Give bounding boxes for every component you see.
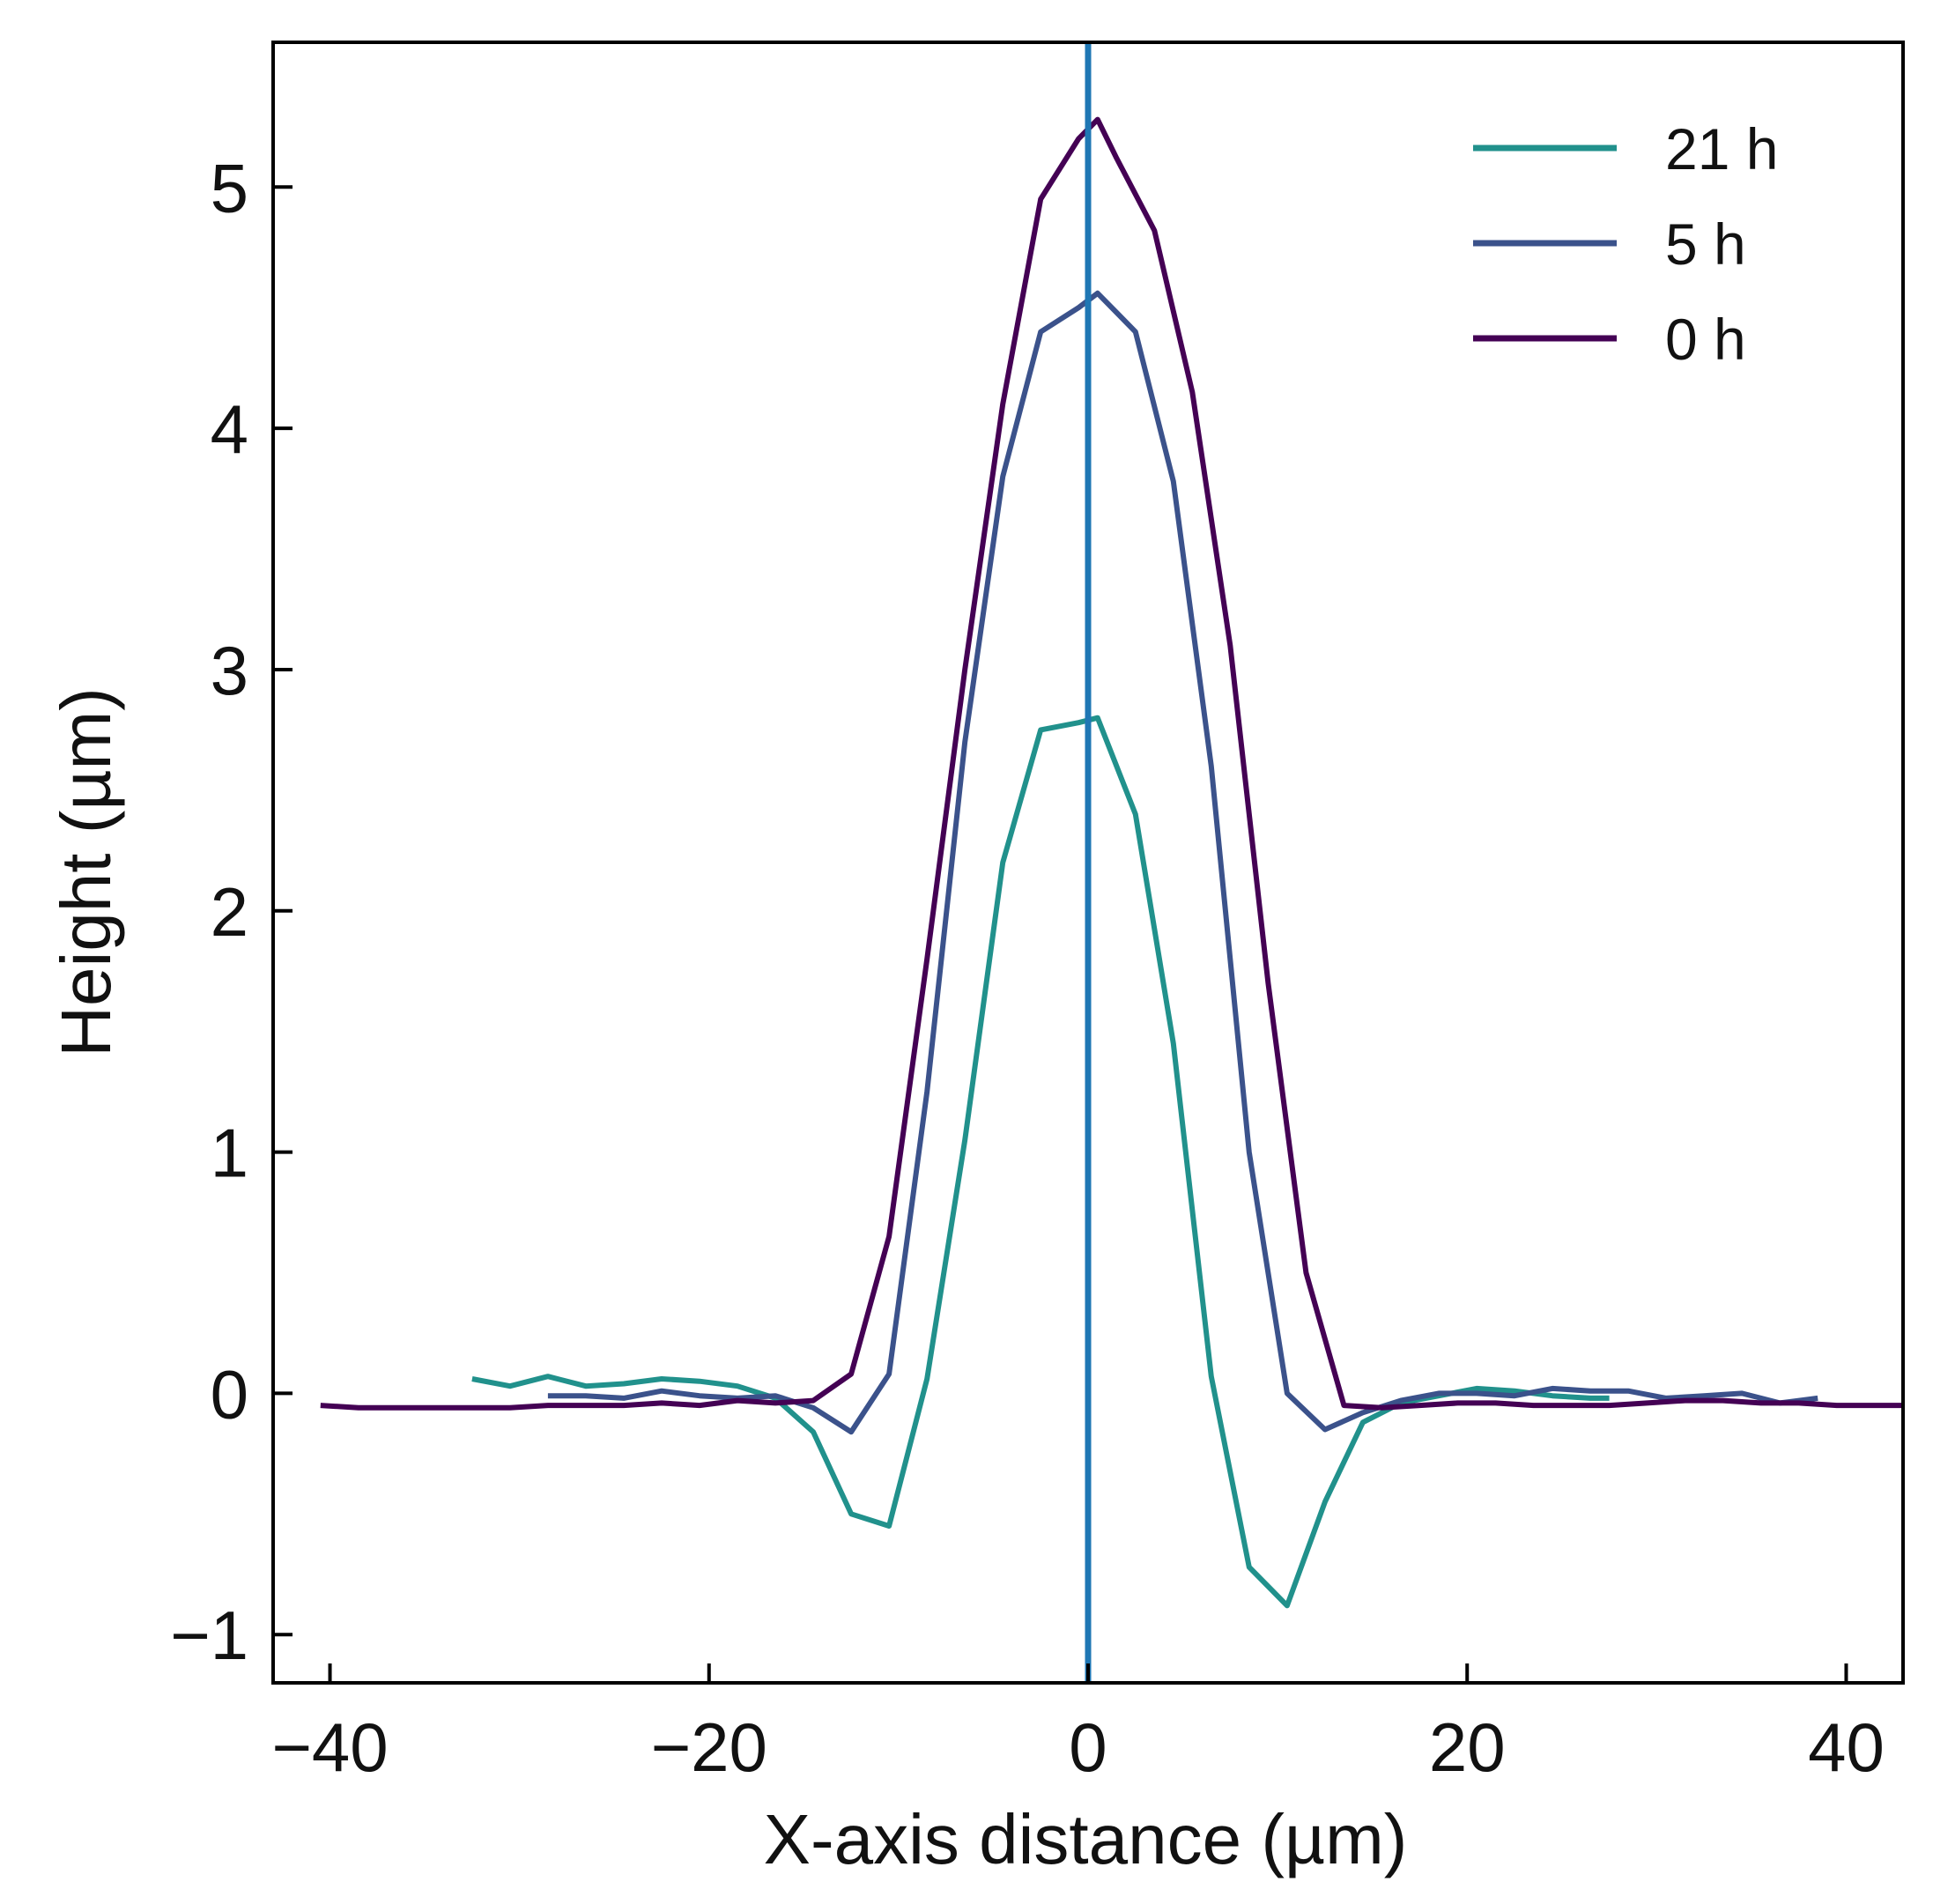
legend: 21 h 5 h 0 h [1473, 116, 1778, 372]
x-tick-label: 20 [1429, 1708, 1506, 1786]
series-line-21h [471, 715, 1610, 1609]
y-tick-label: −1 [170, 1597, 248, 1674]
x-axis-label: X-axis distance (µm) [764, 1800, 1408, 1878]
x-tick-label: 40 [1808, 1708, 1885, 1786]
y-axis-label: Height (µm) [47, 687, 125, 1057]
y-tick-label: 1 [211, 1115, 248, 1192]
series-line-5h [547, 290, 1818, 1435]
legend-label-21h: 21 h [1665, 116, 1778, 182]
y-tick-label: 4 [211, 390, 248, 468]
x-tick-label: 0 [1069, 1708, 1107, 1786]
y-tick-label: 0 [211, 1355, 248, 1433]
x-tick-label: −40 [271, 1708, 388, 1786]
x-tick-label: −20 [651, 1708, 767, 1786]
tick-layer: −40 −20 0 20 40 −1 0 1 2 3 4 5 [170, 149, 1885, 1786]
series-layer [320, 116, 1903, 1609]
y-tick-label: 5 [211, 149, 248, 226]
y-tick-label: 3 [211, 632, 248, 709]
legend-label-0h: 0 h [1665, 307, 1746, 372]
series-line-0h [320, 116, 1903, 1411]
y-tick-label: 2 [211, 873, 248, 951]
legend-label-5h: 5 h [1665, 211, 1746, 277]
